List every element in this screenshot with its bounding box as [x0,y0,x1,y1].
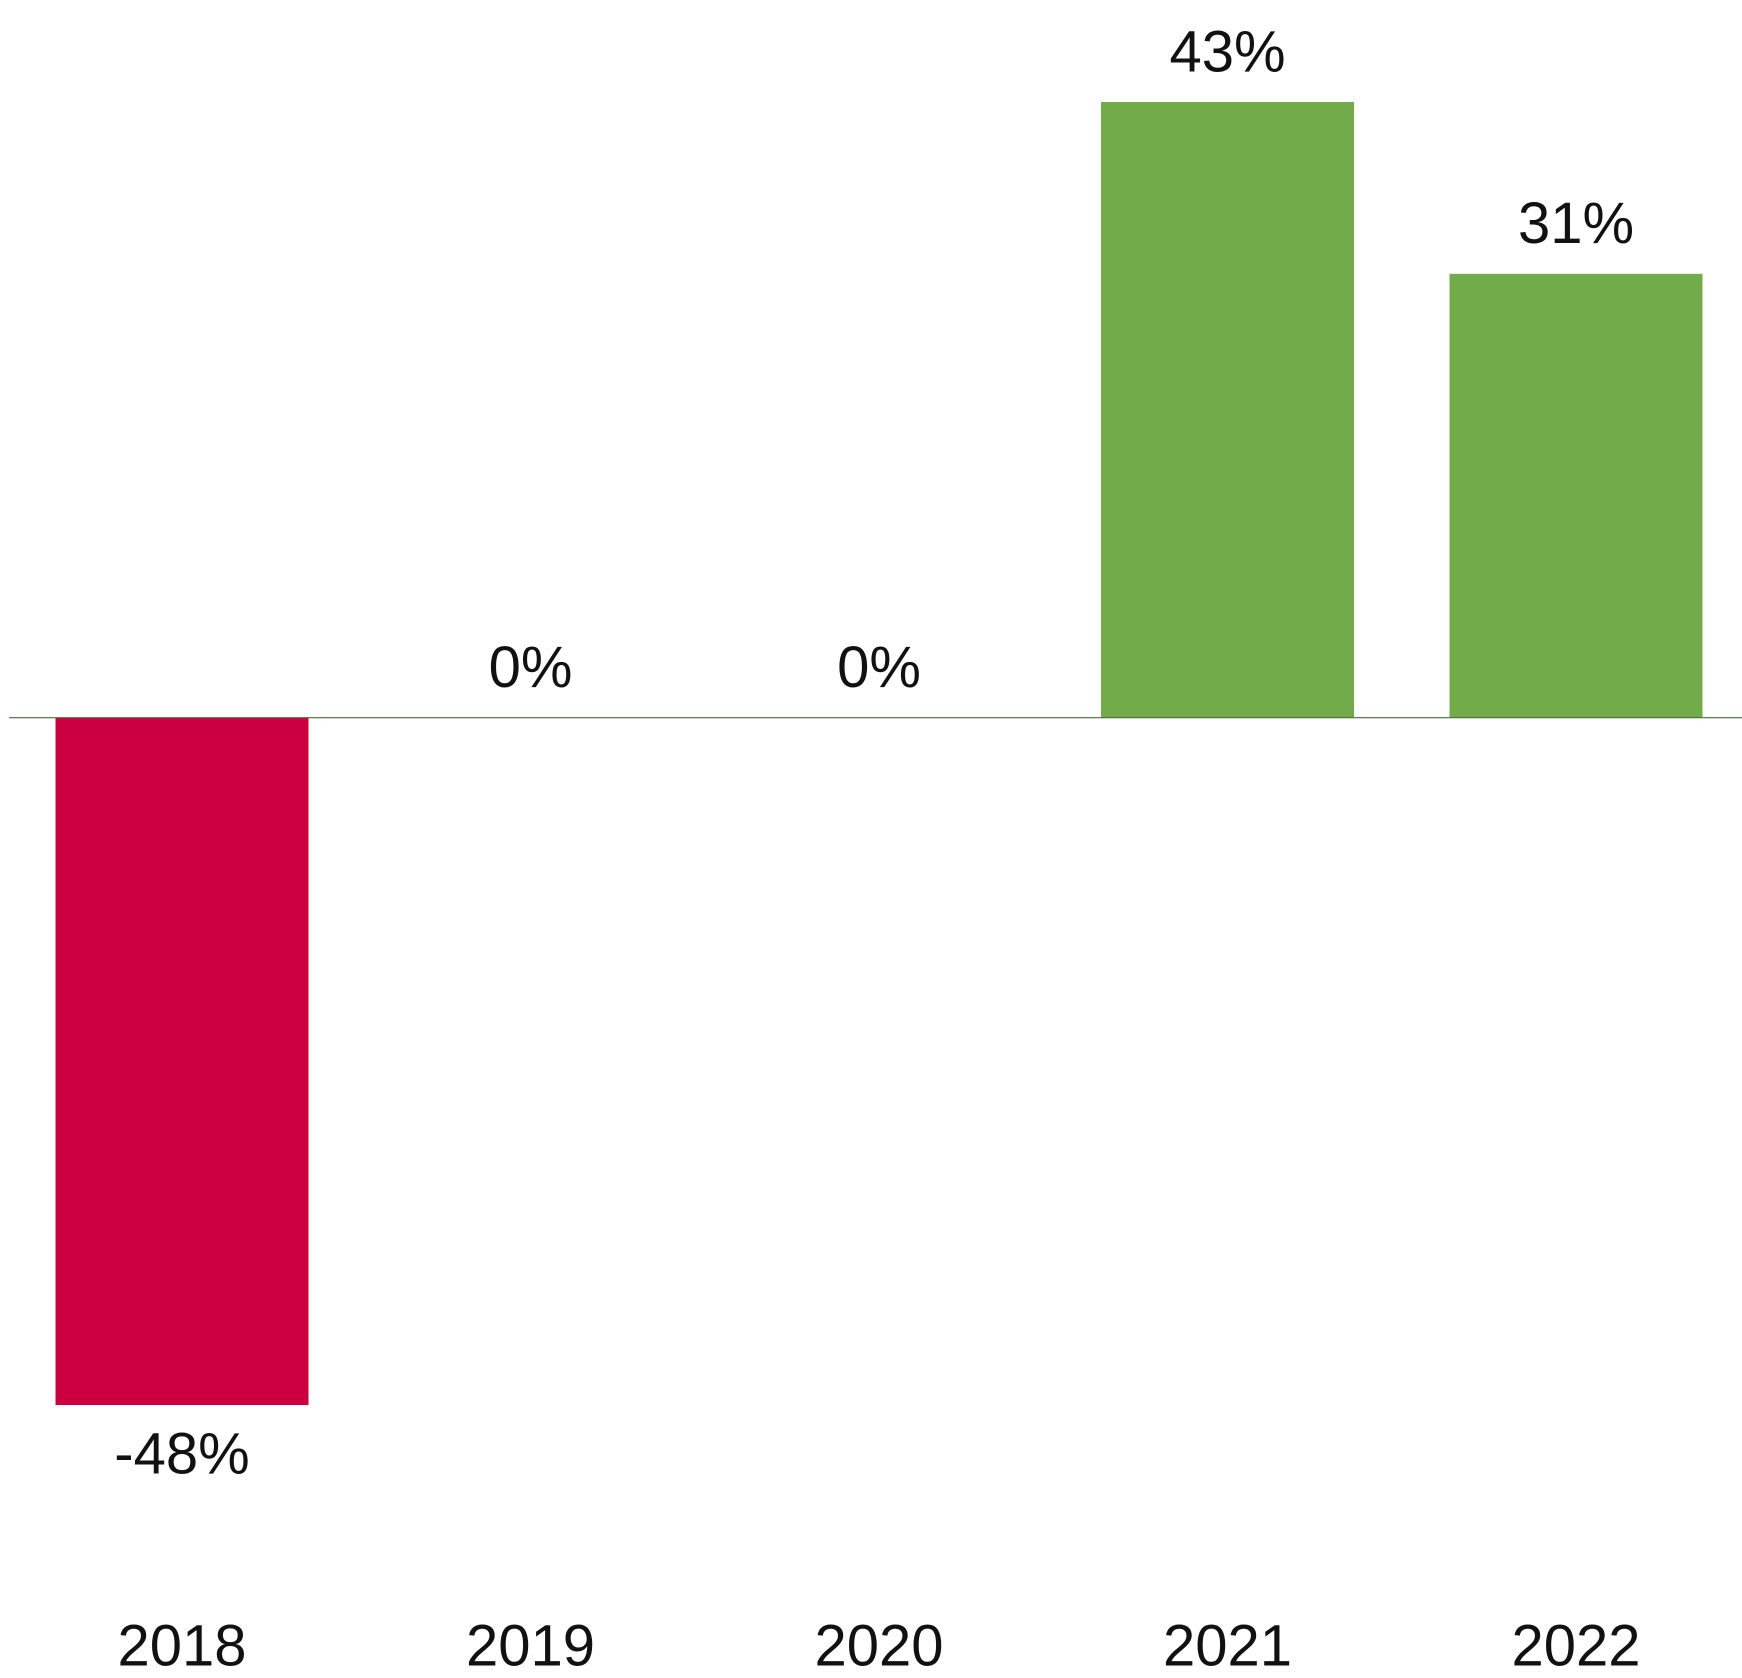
bar [1449,273,1703,718]
data-label: 0% [489,635,573,700]
bar [1101,102,1354,718]
data-label: 0% [837,635,921,700]
data-label: 31% [1518,191,1634,256]
x-tick-label: 2019 [466,1613,595,1678]
x-tick-label: 2022 [1511,1613,1640,1678]
x-tick-label: 2018 [117,1613,246,1678]
x-tick-label: 2021 [1163,1613,1292,1678]
data-label: -48% [114,1421,249,1486]
bar [55,717,309,1405]
x-tick-label: 2020 [814,1613,943,1678]
data-label: 43% [1169,19,1285,84]
